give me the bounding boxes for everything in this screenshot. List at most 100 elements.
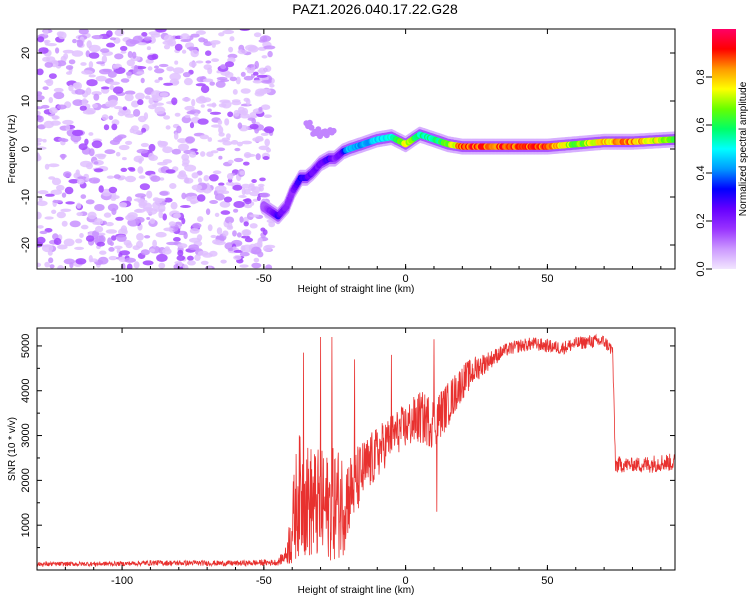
spectrogram-cell	[115, 216, 124, 221]
spectrogram-cell	[209, 81, 215, 86]
snr-axes: -100 -50 0 50 1000 2000 3000 4000 5000	[20, 328, 675, 587]
snr-xlabel: Height of straight line (km)	[298, 585, 415, 596]
spectrogram-cell	[45, 193, 55, 197]
spectrogram-cell	[120, 78, 130, 83]
spectrogram-cell	[78, 29, 89, 35]
spectrogram-cell	[159, 177, 165, 181]
spectrogram-cell	[48, 257, 54, 264]
spectrogram-cell	[76, 178, 85, 185]
spectrogram-cell	[205, 208, 211, 215]
spectrogram-cell	[243, 97, 250, 102]
spectrogram-cell	[256, 195, 261, 201]
spectrogram-cell	[131, 100, 139, 108]
spectrogram-cell	[249, 123, 259, 130]
spectrogram-cell	[162, 213, 167, 221]
spectrogram-cell	[148, 152, 155, 160]
spectrogram-cell	[158, 77, 163, 81]
x-tick-label: -50	[256, 575, 272, 587]
spectrogram-cell	[132, 51, 137, 59]
spectrogram-cell	[80, 224, 89, 230]
snr-panel: -100 -50 0 50 1000 2000 3000 4000 5000 Height of…	[7, 327, 676, 596]
spectrogram-cell	[62, 119, 74, 125]
spectrogram-cell	[86, 40, 92, 49]
spectrogram-cell	[191, 184, 203, 191]
spectrogram-cell	[88, 255, 93, 263]
spectrogram-cell	[220, 259, 227, 264]
spectrogram-cell	[94, 218, 104, 226]
spectrogram-cell	[197, 118, 209, 125]
spectrogram-cell	[170, 201, 178, 210]
spectrogram-cell	[154, 106, 166, 115]
spectrogram-cell	[191, 172, 199, 179]
spectrogram-cell	[265, 264, 273, 269]
spectrogram-cell	[243, 161, 250, 166]
spectrogram-cell	[50, 120, 61, 126]
spectrogram-cell	[260, 227, 266, 232]
spectrogram-cell	[180, 39, 192, 43]
spectrogram-cell	[219, 201, 231, 208]
spectrogram-cell	[46, 43, 57, 47]
spectrogram-cell	[257, 251, 264, 258]
spectrogram-cell	[189, 122, 195, 129]
y-tick-label: 0	[20, 146, 32, 152]
spectrogram-cell	[37, 200, 48, 207]
spectrogram-cell	[233, 157, 244, 163]
spectrogram-cell	[183, 177, 194, 184]
spectrogram-cell	[42, 86, 49, 90]
spectrogram-cell	[108, 186, 118, 194]
spectrogram-cell	[155, 231, 167, 238]
spectrogram-cell	[55, 47, 60, 54]
spectrogram-cell	[43, 29, 49, 36]
spectrogram-cell	[72, 82, 80, 88]
spectrogram-cell	[111, 123, 118, 131]
y-tick-label: 5000	[20, 334, 32, 358]
spectrogram-cell	[190, 49, 199, 58]
spectrogram-cell	[93, 161, 99, 165]
spectrogram-cell	[241, 183, 251, 189]
spectrogram-cell	[235, 76, 241, 85]
spectrogram-cell	[88, 61, 94, 69]
spectrogram-cell	[148, 104, 157, 110]
spectrogram-cell	[85, 235, 95, 242]
spectrogram-cell	[76, 202, 82, 209]
spectrogram-cell	[330, 127, 337, 134]
spectrogram-cell	[212, 239, 221, 245]
spectrogram-cell	[201, 97, 212, 103]
spectrogram-cell	[172, 80, 180, 85]
spectrogram-cell	[189, 151, 197, 158]
spectrogram-cell	[142, 260, 154, 266]
spectrogram-cell	[200, 151, 206, 157]
spectrogram-cell	[125, 242, 133, 249]
spectrogram-cell	[248, 45, 259, 53]
spectrogram-cell	[136, 240, 144, 249]
spectrogram-cell	[119, 250, 131, 256]
spectrogram-cell	[182, 97, 191, 102]
spectrogram-cell	[75, 258, 87, 265]
spectrogram-cell	[260, 104, 271, 110]
spectrogram-cell	[74, 89, 86, 95]
spectrogram-cell	[63, 258, 75, 265]
spectrogram-cell	[120, 50, 127, 54]
spectrogram-cell	[306, 119, 313, 126]
spectrogram-cell	[200, 260, 209, 265]
spectrogram-cell	[84, 138, 89, 145]
spectrogram-cell	[114, 106, 123, 110]
spectrogram-cell	[37, 138, 43, 143]
spectrogram-cell	[222, 29, 235, 35]
spectrogram-cell	[157, 161, 168, 166]
spectrogram-cell	[44, 61, 54, 68]
spectrogram-cell	[251, 262, 262, 269]
spectrogram-cell	[108, 115, 114, 121]
spectrogram-cell	[52, 199, 63, 204]
spectrogram-cell	[200, 85, 210, 94]
spectrogram-cell	[61, 192, 67, 198]
spectrogram-cell	[37, 153, 41, 161]
spectrogram-cell	[80, 194, 87, 200]
spectrogram-cell	[37, 262, 42, 267]
spectrogram-cell	[124, 257, 136, 263]
spectrogram-cell	[258, 106, 263, 112]
spectrogram-cell	[91, 35, 104, 40]
spectrogram-cell	[49, 107, 58, 114]
spectrogram-cell	[103, 212, 112, 218]
spectrogram-cell	[227, 111, 234, 118]
